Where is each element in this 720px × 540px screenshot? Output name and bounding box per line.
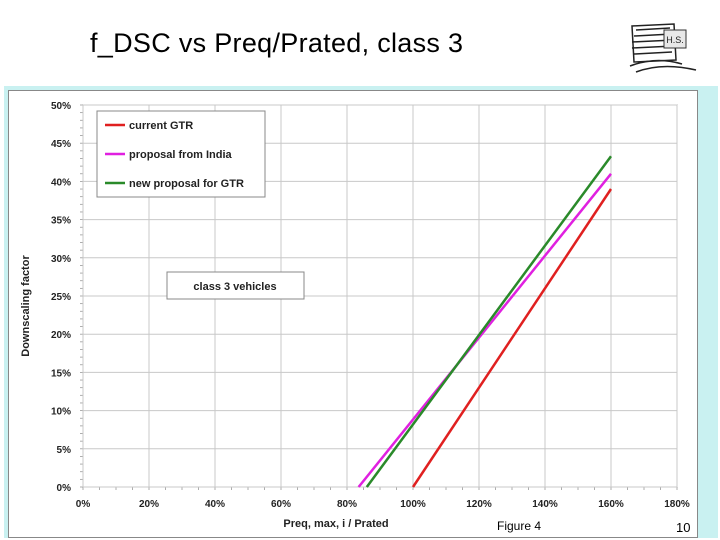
x-tick-label: 120% xyxy=(466,499,492,510)
chart-frame: 0% 5% 10% 15% 20% 25% 30% 35% 40% 45% 50% 0% 20% 40% 6… xyxy=(8,90,698,538)
x-tick-label: 100% xyxy=(400,499,426,510)
y-tick-label: 35% xyxy=(51,216,71,227)
x-axis-title: Preq, max, i / Prated xyxy=(283,518,388,530)
x-tick-label: 140% xyxy=(532,499,558,510)
annotation-box xyxy=(166,271,305,300)
x-tick-label: 160% xyxy=(598,499,624,510)
x-tick-label: 60% xyxy=(271,499,291,510)
page-number: 10 xyxy=(676,520,691,535)
y-tick-label: 15% xyxy=(51,368,71,379)
series-line-3 xyxy=(365,155,613,488)
legend-label-1: current GTR xyxy=(129,120,193,132)
annotation-label: class 3 vehicles xyxy=(193,281,276,293)
figure-caption: Figure 4 xyxy=(497,519,542,533)
series-line-2 xyxy=(357,173,612,488)
x-tick-label: 80% xyxy=(337,499,357,510)
legend-label-3: new proposal for GTR xyxy=(129,178,244,190)
y-tick-label: 25% xyxy=(51,292,71,303)
x-tick-label: 180% xyxy=(664,499,690,510)
y-tick-label: 5% xyxy=(57,445,72,456)
x-tick-label: 20% xyxy=(139,499,159,510)
legend-label-2: proposal from India xyxy=(129,149,233,161)
y-tick-label: 10% xyxy=(51,407,71,418)
y-tick-label: 30% xyxy=(51,254,71,265)
chart: 0% 5% 10% 15% 20% 25% 30% 35% 40% 45% 50% 0% 20% 40% 6… xyxy=(20,101,690,530)
y-tick-label: 0% xyxy=(57,483,72,494)
slide-title: f_DSC vs Preq/Prated, class 3 xyxy=(90,28,464,58)
series-line-1 xyxy=(411,188,613,488)
y-tick-label: 20% xyxy=(51,330,71,341)
hs-logo-icon: H.S. xyxy=(629,23,697,73)
y-tick-label: 45% xyxy=(51,139,71,150)
y-axis-title: Downscaling factor xyxy=(20,255,32,357)
y-tick-label: 50% xyxy=(51,101,71,112)
x-tick-label: 40% xyxy=(205,499,225,510)
y-tick-label: 40% xyxy=(51,177,71,188)
x-tick-label: 0% xyxy=(76,499,91,510)
logo-text: H.S. xyxy=(666,35,684,45)
